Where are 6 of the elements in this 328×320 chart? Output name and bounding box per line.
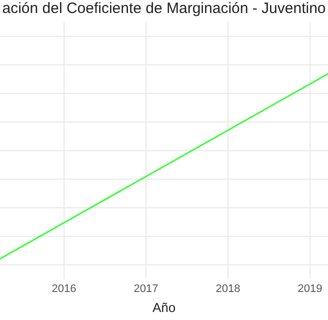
- x-axis-title: Año: [152, 300, 176, 315]
- x-tick-label: 2017: [134, 282, 158, 295]
- x-tick-label: 2018: [216, 282, 240, 295]
- x-tick-label: 2019: [298, 282, 322, 295]
- chart-title: ación del Coeficiente de Marginación - Juventino: [1, 0, 327, 19]
- x-tick-label: 2016: [52, 282, 76, 295]
